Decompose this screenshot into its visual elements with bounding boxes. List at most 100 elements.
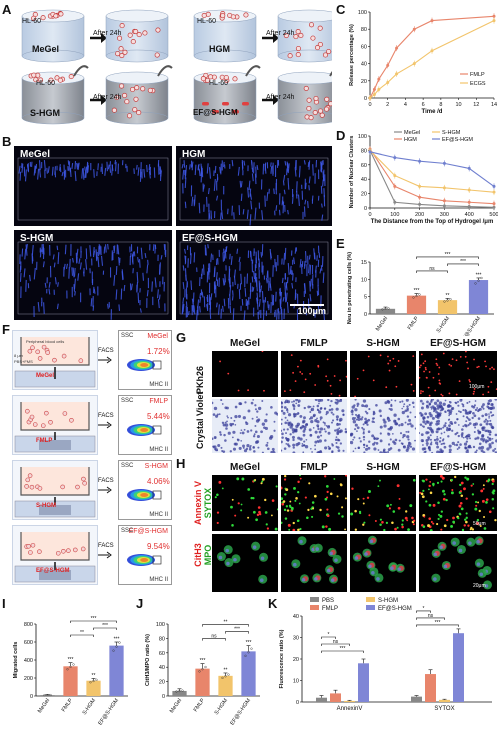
cv-dot bbox=[335, 407, 339, 411]
cv-dot bbox=[295, 442, 299, 447]
apoptosis-dot bbox=[432, 484, 435, 487]
apoptosis-dot bbox=[341, 515, 344, 518]
nucleus-streak bbox=[57, 252, 60, 265]
g-row-crystal-violet: Crystal Violet bbox=[195, 391, 205, 449]
hl60-cell bbox=[308, 22, 315, 28]
nucleus-streak bbox=[210, 210, 213, 220]
blood-cell bbox=[80, 546, 86, 552]
panel-label-i: I bbox=[2, 596, 6, 611]
f-facs-arrow bbox=[98, 356, 112, 364]
h-annexin-sytox-image bbox=[212, 475, 278, 531]
cv-dot bbox=[353, 436, 356, 439]
data-point bbox=[395, 72, 399, 76]
pkh26-dot bbox=[438, 379, 441, 382]
arrow-path bbox=[98, 551, 112, 559]
cv-dot bbox=[485, 422, 489, 426]
cv-dot bbox=[229, 450, 232, 453]
cv-dot bbox=[302, 451, 305, 453]
cyl2-top-label: HL-60 bbox=[197, 18, 217, 25]
pkh26-dot bbox=[495, 388, 497, 391]
pkh26-dot bbox=[314, 384, 317, 386]
blood-cell bbox=[24, 484, 29, 489]
cylinder-bottom bbox=[21, 49, 85, 63]
blood-cell bbox=[25, 408, 30, 414]
cv-dot bbox=[481, 414, 485, 418]
cv-dot bbox=[308, 428, 312, 432]
cv-dot bbox=[480, 437, 484, 441]
nucleus-streak bbox=[253, 162, 255, 174]
x-tick-label: 14 bbox=[491, 102, 497, 108]
bar-ef@s-hgm bbox=[358, 663, 369, 702]
nucleus-streak bbox=[107, 303, 109, 309]
sig-bracket bbox=[416, 624, 459, 627]
cv-dot bbox=[457, 441, 460, 444]
cv-dot bbox=[375, 441, 379, 445]
nucleus-streak bbox=[320, 162, 323, 172]
hl60-cell bbox=[31, 15, 37, 21]
cv-dot bbox=[319, 427, 324, 431]
cv-dot bbox=[360, 417, 363, 421]
after-arrow-head bbox=[273, 33, 279, 43]
cv-dot bbox=[386, 399, 390, 403]
nucleus-streak bbox=[271, 294, 274, 306]
cv-dot bbox=[474, 426, 477, 429]
apoptosis-dot bbox=[270, 514, 273, 517]
apoptosis-dot bbox=[218, 480, 222, 484]
h-col-megel: MeGel bbox=[229, 462, 260, 473]
cv-dot bbox=[297, 404, 301, 407]
pkh26-dot bbox=[473, 390, 475, 393]
cv-dot bbox=[263, 426, 266, 429]
channel-tube bbox=[157, 65, 173, 77]
cv-dot bbox=[351, 413, 354, 416]
nucleus bbox=[314, 577, 318, 581]
cv-dot bbox=[454, 421, 457, 424]
pkh26-dot bbox=[304, 378, 307, 381]
cv-dot bbox=[358, 437, 361, 440]
apoptosis-dot bbox=[459, 501, 463, 505]
cv-dot bbox=[424, 422, 427, 426]
cylinder-bottom bbox=[105, 49, 169, 63]
hl60-cell bbox=[322, 52, 329, 58]
cv-dot bbox=[371, 417, 375, 420]
cv-dot bbox=[267, 447, 270, 451]
nucleus-streak bbox=[115, 265, 118, 275]
cv-dot bbox=[335, 401, 339, 405]
apoptosis-dot bbox=[454, 475, 457, 479]
nucleus-streak bbox=[317, 305, 320, 312]
cv-dot bbox=[430, 441, 433, 444]
cv-dot bbox=[318, 402, 320, 405]
cv-dot bbox=[356, 405, 359, 407]
blood-cell bbox=[25, 477, 31, 483]
apoptosis-dot bbox=[383, 528, 386, 531]
cv-dot bbox=[478, 442, 482, 446]
cv-dot bbox=[488, 445, 492, 449]
cv-dot bbox=[284, 421, 288, 425]
cv-dot bbox=[237, 438, 240, 442]
replicate-point bbox=[221, 676, 224, 679]
data-point bbox=[492, 184, 496, 188]
nucleus bbox=[329, 551, 333, 556]
cv-dot bbox=[471, 405, 474, 408]
cv-dot bbox=[358, 415, 361, 418]
f-facs-label: FACS bbox=[98, 543, 114, 549]
x-tick-label: 300 bbox=[440, 212, 449, 218]
pkh26-dot bbox=[297, 365, 299, 368]
apoptosis-dot bbox=[256, 513, 260, 517]
cv-dot bbox=[261, 451, 265, 453]
cv-dot bbox=[422, 425, 425, 428]
apoptosis-dot bbox=[465, 512, 468, 515]
cv-dot bbox=[339, 442, 343, 445]
sig-bracket-label: * bbox=[328, 632, 330, 638]
blood-cell bbox=[30, 345, 35, 350]
nucleus-streak bbox=[261, 291, 264, 303]
apoptosis-dot bbox=[427, 524, 431, 528]
y-tick-label: 800 bbox=[24, 622, 33, 628]
cv-dot bbox=[299, 437, 303, 441]
cv-dot bbox=[363, 438, 365, 441]
cv-dot bbox=[478, 407, 482, 411]
data-point bbox=[393, 200, 397, 204]
nucleus-streak bbox=[146, 289, 149, 297]
cv-dot bbox=[467, 445, 471, 449]
cv-dot bbox=[431, 451, 434, 453]
apoptosis-dot bbox=[436, 522, 439, 526]
